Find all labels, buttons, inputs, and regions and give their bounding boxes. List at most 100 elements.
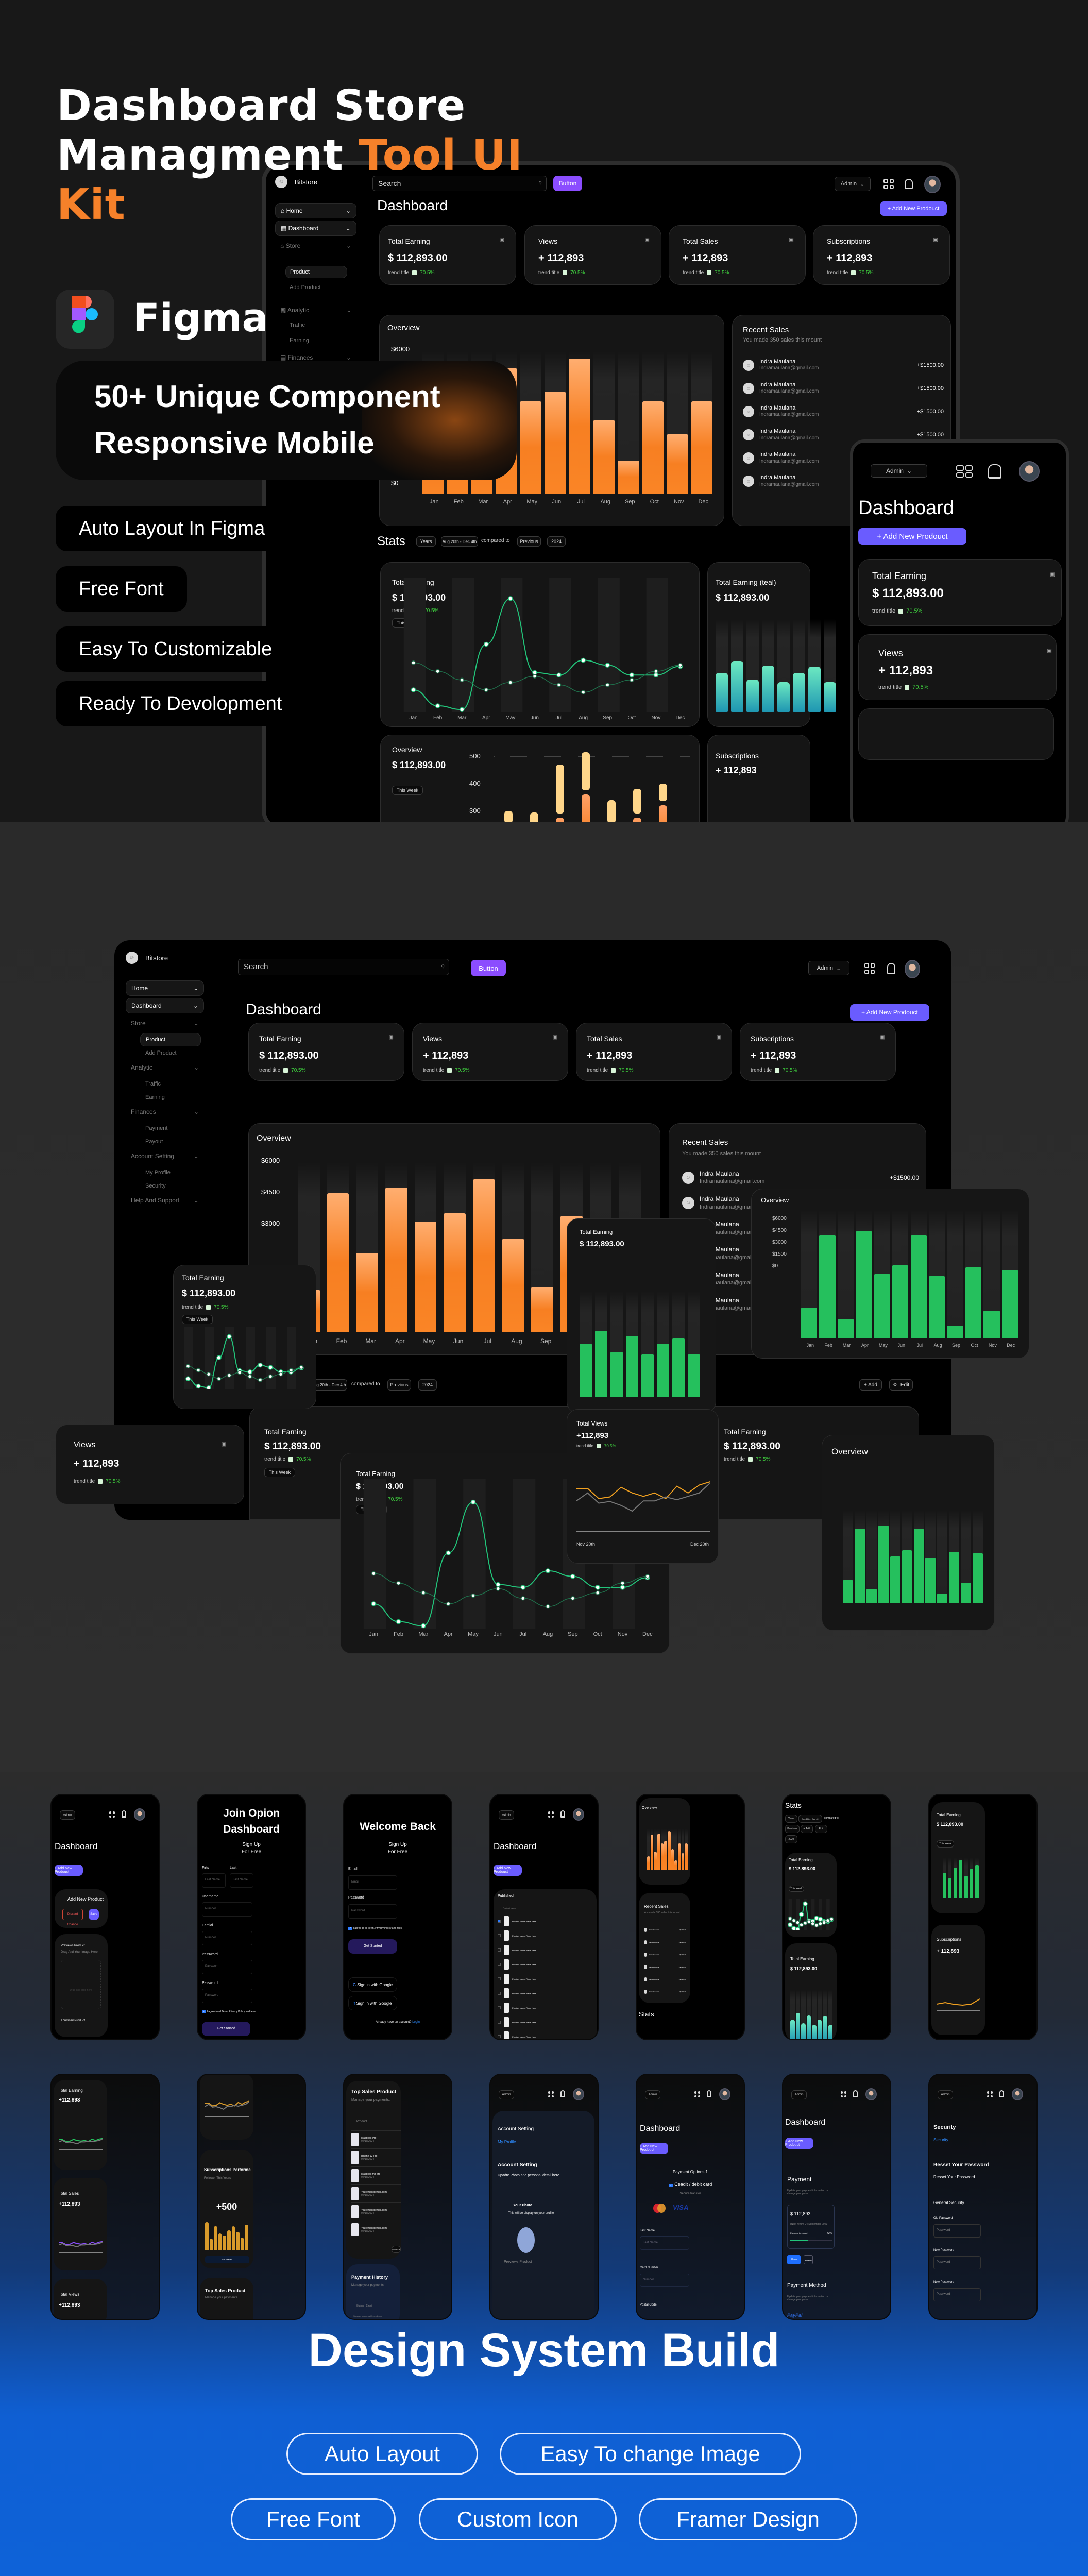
email-input[interactable]: Number [202, 1931, 252, 1945]
first-name-input[interactable]: Last Name [202, 1873, 226, 1888]
user-avatar[interactable] [573, 2088, 584, 2100]
sidebar-item-payout[interactable]: Payout [145, 1139, 163, 1145]
sidebar-item-security[interactable]: Security [145, 1183, 166, 1189]
admin-dropdown[interactable]: Admin ⌄ [808, 961, 849, 975]
bell-icon[interactable] [122, 1810, 126, 1818]
sidebar-subitem-earning[interactable]: Earning [290, 337, 309, 344]
manage-button[interactable]: Manage [804, 2255, 813, 2264]
list-item[interactable]: Indra Maulana +$1500.00 [644, 1940, 686, 1944]
list-item[interactable]: Indra Maulana +$1500.00 [644, 1953, 686, 1957]
apps-grid-icon[interactable] [987, 2091, 993, 2097]
date-range-select[interactable]: Aug 20th - Dec 4th [310, 1379, 347, 1391]
login-link[interactable]: Login [412, 2021, 420, 2024]
previous-select[interactable]: Previous [517, 536, 541, 547]
old-password-input[interactable]: Password [933, 2224, 981, 2238]
sidebar-item-store[interactable]: ⌂ Store ⌄ [280, 242, 351, 249]
add-button[interactable]: + Add [859, 1379, 882, 1391]
list-item[interactable]: Indra Maulana +$1500.00 [644, 1990, 686, 1994]
new-password-input[interactable]: Password [933, 2256, 981, 2269]
admin-dropdown[interactable]: Admin [791, 2090, 807, 2099]
sidebar-item-analytic[interactable]: ▩ Analytic ⌄ [280, 307, 351, 314]
bell-icon[interactable] [988, 464, 1001, 479]
apps-grid-icon[interactable] [841, 2091, 846, 2097]
confirm-password-input[interactable]: Password [933, 2288, 981, 2301]
apps-grid-icon[interactable] [694, 2091, 700, 2097]
sidebar-item-home[interactable]: ⌂ Home ⌄ [275, 203, 356, 218]
user-avatar[interactable] [134, 1808, 145, 1821]
sidebar-subitem-product[interactable]: Product [285, 266, 347, 278]
get-started-button[interactable]: Get Started [205, 2256, 249, 2263]
user-avatar[interactable] [865, 2088, 877, 2100]
year-select[interactable]: 2024 [418, 1379, 437, 1391]
sidebar-item-analytic[interactable]: Analytic ⌄ [131, 1064, 199, 1071]
this-week-select[interactable]: This Week [264, 1468, 295, 1477]
product-row[interactable]: Macbook m3 pro 02/10/2024 [351, 2166, 401, 2182]
apps-grid-icon[interactable] [883, 179, 894, 189]
discard-button[interactable]: Discard Change [62, 1909, 83, 1926]
bell-icon[interactable] [560, 2090, 565, 2097]
apps-grid-icon[interactable] [109, 1811, 115, 1818]
add-new-product-button[interactable]: + Add New Prodouct [850, 1004, 929, 1021]
sidebar-item-add-product[interactable]: Add Product [145, 1050, 177, 1056]
sidebar-item-home[interactable]: Home ⌄ [126, 980, 204, 996]
apps-grid-icon[interactable] [864, 963, 875, 974]
product-row[interactable]: Product Name Place Here [498, 1974, 536, 1984]
sidebar-item-help-and-support[interactable]: Help And Support ⌄ [131, 1197, 199, 1204]
user-avatar[interactable] [1012, 2088, 1023, 2100]
sign-in-facebook-button[interactable]: f Sign in with Google [348, 1996, 397, 2010]
sidebar-item-dashboard[interactable]: ▦ Dashboard ⌄ [275, 221, 356, 236]
apps-grid-icon[interactable] [956, 465, 973, 478]
add-new-product-button[interactable]: + Add New Prodouct [858, 528, 966, 545]
get-started-button[interactable]: Get Started [348, 1939, 397, 1954]
product-row[interactable]: Iphone 12 Pro 02/10/2024 [351, 2148, 401, 2164]
my-profile-link[interactable]: My Profile [498, 2140, 516, 2144]
bell-icon[interactable] [999, 2090, 1004, 2097]
admin-dropdown[interactable]: Admin [938, 2090, 953, 2099]
product-row[interactable]: Product Name Place Here [498, 2017, 536, 2027]
sidebar-item-finances[interactable]: Finances ⌄ [131, 1108, 199, 1115]
sidebar-item-dashboard[interactable]: Dashboard ⌄ [126, 998, 204, 1013]
sidebar-item-payment[interactable]: Payment [145, 1125, 168, 1131]
admin-dropdown[interactable]: Admin [499, 2090, 514, 2099]
product-row[interactable]: Product Name Place Here [498, 1945, 536, 1955]
product-row[interactable]: Product Name Place Here [498, 2031, 536, 2039]
password-input[interactable]: Password [348, 1904, 397, 1919]
search-input[interactable]: Search ⚲ [372, 176, 547, 191]
email-input[interactable]: Email [348, 1875, 397, 1890]
period-select[interactable]: Years [416, 536, 436, 547]
user-avatar[interactable] [573, 1808, 584, 1821]
last-name-input[interactable]: Last Name [640, 2236, 689, 2250]
sidebar-item-my-profile[interactable]: My Profile [145, 1170, 171, 1176]
product-row[interactable]: Product Name Place Here [498, 1959, 536, 1970]
last-name-input[interactable]: Last Name [230, 1873, 253, 1888]
year-select[interactable]: 2024 [547, 536, 566, 547]
bell-icon[interactable] [887, 963, 895, 974]
list-item[interactable]: Indra Maulana +$1500.00 [644, 1977, 686, 1981]
username-input[interactable]: Number [202, 1902, 252, 1917]
bell-icon[interactable] [853, 2090, 858, 2097]
sidebar-item-traffic[interactable]: Traffic [145, 1081, 161, 1087]
security-link[interactable]: Security [933, 2138, 948, 2142]
admin-dropdown[interactable]: Admin [60, 1810, 75, 1820]
image-dropzone[interactable]: Drag and drop here [61, 1960, 101, 2009]
product-row[interactable]: Youremail@email.com 02/10/2024 [351, 2202, 401, 2218]
admin-dropdown[interactable]: Admin ⌄ [871, 464, 927, 478]
admin-dropdown[interactable]: Admin [645, 2090, 660, 2099]
list-item[interactable]: Indra Maulana +$1500.00 [644, 1928, 686, 1932]
product-row[interactable]: Macbook Pro 02/10/2024 [351, 2130, 401, 2146]
bell-icon[interactable] [707, 2090, 711, 2097]
edit-button[interactable]: ⚙ Edit [889, 1379, 913, 1391]
user-avatar[interactable] [719, 2088, 730, 2100]
card-number-input[interactable]: Number [640, 2274, 689, 2287]
search-input[interactable]: Search ⚲ [238, 959, 449, 975]
primary-button[interactable]: Button [471, 960, 506, 976]
plans-button[interactable]: Plans [787, 2255, 801, 2264]
primary-button[interactable]: Button [553, 176, 582, 191]
sign-in-google-button[interactable]: G Sign in with Google [348, 1977, 397, 1992]
save-button[interactable]: Save [89, 1909, 99, 1920]
add-new-product-button[interactable]: + Add New Prodouct [880, 201, 947, 216]
